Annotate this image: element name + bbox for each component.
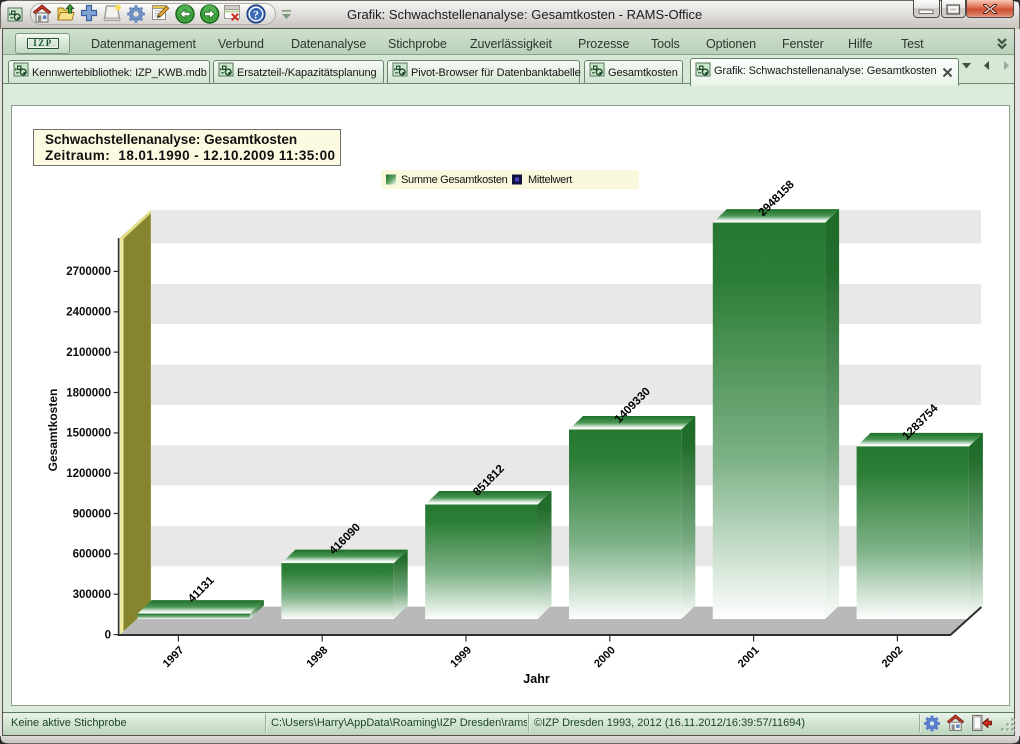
svg-text:2002: 2002 xyxy=(880,644,906,670)
svg-text:2000: 2000 xyxy=(592,644,618,670)
svg-text:0: 0 xyxy=(105,629,111,641)
svg-text:Jahr: Jahr xyxy=(523,672,550,686)
svg-text:1800000: 1800000 xyxy=(66,387,111,399)
svg-text:Gesamtkosten: Gesamtkosten xyxy=(46,389,60,472)
svg-text:2700000: 2700000 xyxy=(66,266,111,278)
svg-text:1999: 1999 xyxy=(448,644,474,670)
svg-text:300000: 300000 xyxy=(73,589,111,601)
svg-text:2400000: 2400000 xyxy=(66,307,111,319)
svg-text:?: ? xyxy=(253,8,259,22)
svg-text:1998: 1998 xyxy=(305,644,331,670)
svg-text:900000: 900000 xyxy=(73,508,111,520)
svg-text:2001: 2001 xyxy=(736,644,762,670)
svg-text:600000: 600000 xyxy=(73,549,111,561)
svg-text:1200000: 1200000 xyxy=(66,468,111,480)
svg-text:2100000: 2100000 xyxy=(66,347,111,359)
svg-text:1500000: 1500000 xyxy=(66,428,111,440)
svg-text:1997: 1997 xyxy=(161,644,187,670)
